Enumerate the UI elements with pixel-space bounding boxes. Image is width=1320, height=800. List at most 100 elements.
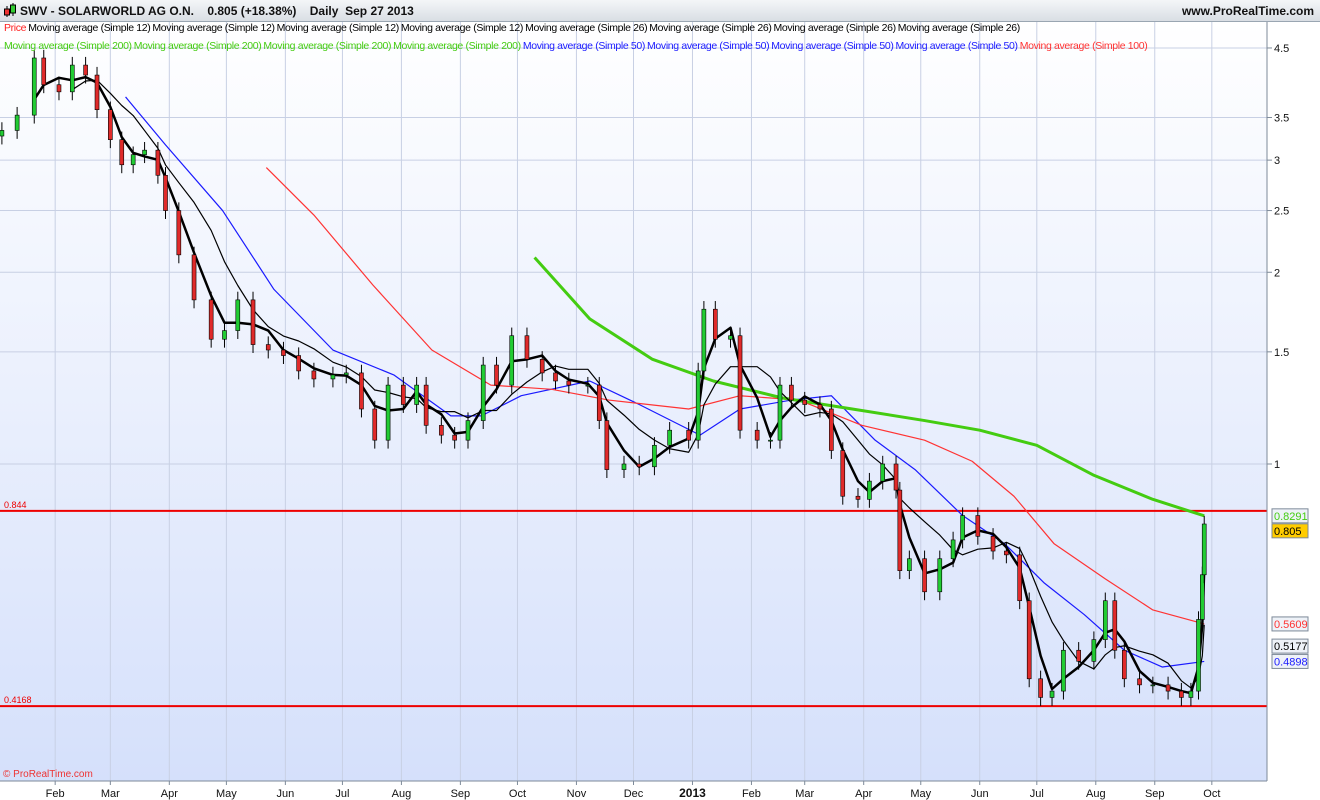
y-axis-panel[interactable] xyxy=(1267,20,1320,800)
legend-item[interactable]: Moving average (Simple 200) xyxy=(4,40,132,52)
x-tick-label: Feb xyxy=(742,788,761,800)
x-tick-label: Sep xyxy=(451,788,471,800)
candle xyxy=(265,344,271,351)
candle xyxy=(1188,690,1194,698)
legend-item[interactable]: Moving average (Simple 200) xyxy=(393,40,521,52)
candle xyxy=(1137,678,1142,686)
candle xyxy=(176,210,182,256)
x-tick-label: Apr xyxy=(855,788,872,800)
candle xyxy=(1102,600,1108,640)
value-label: 0.4898 xyxy=(1274,656,1308,668)
value-label: 0.805 xyxy=(1274,526,1302,538)
y-tick-label: 2.5 xyxy=(1274,206,1289,218)
candle xyxy=(1112,600,1118,651)
y-tick-label: 4.5 xyxy=(1274,43,1289,55)
legend-item[interactable]: Moving average (Simple 26) xyxy=(649,22,772,34)
candle xyxy=(907,558,912,571)
candle xyxy=(1201,523,1207,576)
candle xyxy=(1061,649,1066,692)
x-tick-label: Jul xyxy=(335,788,349,800)
candle xyxy=(439,425,444,436)
candle xyxy=(1049,690,1055,698)
y-tick-label: 2 xyxy=(1274,267,1280,279)
legend-item[interactable]: Moving average (Simple 12) xyxy=(28,22,151,34)
horizontal-line-label: 0.4168 xyxy=(4,695,32,705)
value-label-box xyxy=(1271,638,1309,654)
candle xyxy=(802,399,808,405)
candle xyxy=(83,64,88,76)
candle xyxy=(897,489,903,571)
candle xyxy=(737,335,743,431)
x-tick-label: Mar xyxy=(101,788,120,800)
value-label: 0.5177 xyxy=(1274,641,1308,653)
candle xyxy=(191,254,197,301)
candle xyxy=(728,335,733,340)
candle xyxy=(372,408,378,441)
candle xyxy=(636,463,642,468)
candle xyxy=(1026,600,1032,680)
legend-item[interactable]: Moving average (Simple 12) xyxy=(276,22,400,34)
candle xyxy=(686,429,691,441)
candle xyxy=(855,495,861,500)
legend-item[interactable]: Moving average (Simple 12) xyxy=(400,22,524,34)
value-label: 0.5609 xyxy=(1274,619,1308,631)
candle xyxy=(990,535,996,552)
legend-item[interactable]: Moving average (Simple 200) xyxy=(133,40,262,52)
site-link[interactable]: www.ProRealTime.com xyxy=(1181,4,1314,18)
legend-item[interactable]: Moving average (Simple 50) xyxy=(647,40,770,52)
legend-item[interactable]: Moving average (Simple 100) xyxy=(1019,40,1148,52)
candle xyxy=(777,384,783,441)
x-tick-label: Aug xyxy=(392,788,412,800)
candle xyxy=(1004,550,1009,556)
legend-item[interactable]: Moving average (Simple 200) xyxy=(263,40,392,52)
x-tick-label: Jun xyxy=(971,788,989,800)
ma-line-200 xyxy=(533,256,1205,518)
ma-line-50 xyxy=(125,96,1205,668)
ma-line-26 xyxy=(71,79,1205,689)
candle xyxy=(108,109,113,140)
candle xyxy=(566,380,572,386)
candle xyxy=(480,364,486,421)
legend-item[interactable]: Moving average (Simple 26) xyxy=(773,22,897,34)
value-label-box xyxy=(1271,523,1309,539)
candle xyxy=(713,308,718,340)
candle xyxy=(950,539,956,560)
legend-item[interactable]: Moving average (Simple 50) xyxy=(895,40,1018,52)
candle xyxy=(621,463,627,470)
candle xyxy=(163,174,168,211)
candle xyxy=(330,374,336,380)
y-tick-label: 3 xyxy=(1274,155,1280,167)
candle xyxy=(1017,554,1022,602)
legend-item[interactable]: Moving average (Simple 26) xyxy=(897,22,1021,34)
candle xyxy=(937,558,943,593)
x-tick-label: Oct xyxy=(509,788,526,800)
candle xyxy=(14,114,20,131)
legend-item[interactable]: Moving average (Simple 50) xyxy=(771,40,894,52)
candle xyxy=(754,429,760,441)
legend-item[interactable]: Moving average (Simple 50) xyxy=(522,40,646,52)
candle xyxy=(840,450,846,497)
candle xyxy=(1091,639,1097,662)
candle xyxy=(155,149,161,176)
candle xyxy=(31,57,37,116)
candle xyxy=(880,463,886,482)
value-label-box xyxy=(1271,653,1309,669)
legend-item[interactable]: Price xyxy=(4,22,27,34)
candle xyxy=(539,359,545,374)
candle xyxy=(817,404,823,410)
legend-item[interactable]: Moving average (Simple 12) xyxy=(152,22,275,34)
candle xyxy=(1038,678,1043,698)
ma-line-12 xyxy=(33,75,1206,695)
x-axis-panel[interactable] xyxy=(0,781,1267,800)
candle xyxy=(494,364,499,386)
y-tick-label: 1.5 xyxy=(1274,347,1289,359)
candle xyxy=(142,149,147,155)
x-tick-label: May xyxy=(216,788,237,800)
x-tick-label: Aug xyxy=(1086,788,1106,800)
candle xyxy=(1179,690,1184,698)
legend-row-1: Price Moving average (Simple 12) Moving av… xyxy=(4,22,1022,34)
candle xyxy=(1200,574,1205,620)
legend-item[interactable]: Moving average (Simple 26) xyxy=(525,22,648,34)
candle xyxy=(119,139,125,166)
